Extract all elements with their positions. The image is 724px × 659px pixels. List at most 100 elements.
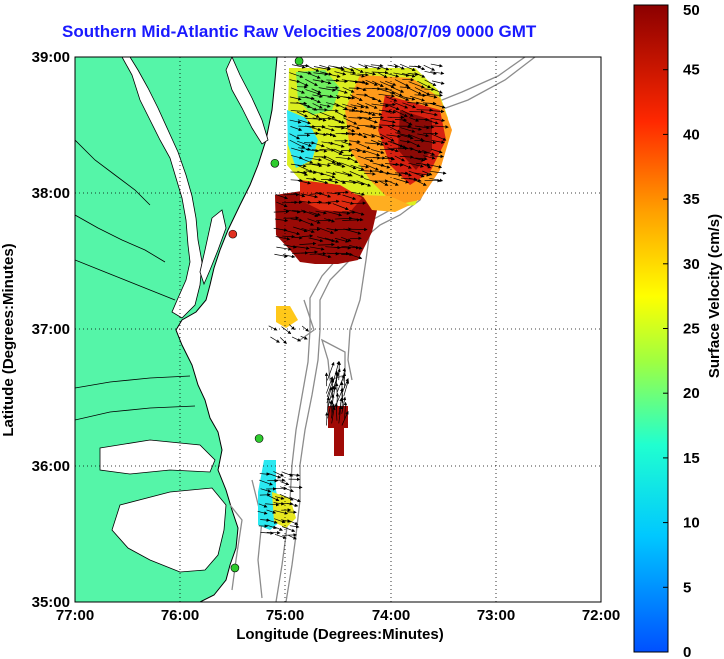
velocity-arrow: [402, 102, 417, 109]
velocity-arrow: [341, 180, 357, 185]
chesapeake-bay: [121, 57, 203, 319]
colorbar-tick-label: 45: [683, 62, 700, 79]
velocity-arrow: [348, 132, 363, 137]
velocity-arrow: [336, 111, 348, 118]
velocity-arrow: [305, 78, 318, 86]
velocity-arrow: [301, 250, 319, 254]
velocity-arrow: [422, 170, 433, 176]
velocity-arrow: [349, 210, 365, 216]
velocity-arrow: [342, 218, 361, 222]
velocity-arrow: [357, 124, 374, 128]
x-tick-label: 73:00: [477, 607, 515, 624]
velocity-arrow: [429, 177, 444, 182]
velocity-arrow: [335, 156, 352, 161]
velocity-arrow: [349, 171, 365, 178]
velocity-arrow: [290, 163, 307, 168]
velocity-arrow: [311, 88, 322, 94]
velocity-arrow: [378, 109, 393, 114]
velocity-arrow: [421, 163, 432, 169]
velocity-arrow: [329, 400, 334, 415]
offshore-patch-darkred-2: [334, 428, 344, 456]
velocity-arrow: [408, 133, 425, 141]
y-tick-label: 35:00: [32, 594, 70, 611]
velocity-arrow: [331, 385, 337, 405]
velocity-arrow: [379, 133, 395, 142]
velocity-arrow: [365, 103, 378, 109]
velocity-arrow: [289, 119, 302, 124]
velocity-arrow: [281, 526, 296, 532]
velocity-arrow: [402, 78, 415, 82]
velocity-arrow: [337, 361, 342, 381]
velocity-arrow: [395, 132, 412, 138]
velocity-arrow: [312, 103, 323, 109]
velocity-arrow: [257, 510, 268, 515]
velocity-arrow: [408, 162, 424, 168]
x-tick-label: 74:00: [372, 607, 410, 624]
velocity-arrow: [424, 118, 439, 125]
velocity-arrow: [299, 200, 312, 204]
velocity-arrow: [308, 211, 321, 217]
velocity-arrow: [401, 172, 412, 177]
velocity-arrow: [324, 218, 335, 223]
velocity-arrow: [319, 64, 331, 70]
velocity-arrow: [364, 94, 376, 101]
velocity-arrow: [399, 85, 411, 90]
velocity-arrow: [430, 148, 443, 154]
velocity-arrow: [279, 337, 287, 345]
velocity-arrow: [342, 103, 358, 110]
velocity-arrow: [384, 179, 399, 186]
velocity-arrow: [258, 503, 268, 508]
velocity-arrow: [306, 177, 317, 181]
velocity-arrow: [274, 253, 288, 258]
velocity-arrow: [307, 200, 323, 204]
velocity-arrow: [414, 65, 426, 71]
velocity-arrow: [385, 173, 403, 177]
colorbar-tick-label: 50: [683, 2, 700, 19]
velocity-arrow: [341, 245, 360, 250]
velocity-arrow: [380, 119, 396, 124]
velocity-arrow: [305, 110, 320, 118]
velocity-arrow: [422, 101, 437, 106]
velocity-arrow: [394, 79, 410, 87]
velocity-arrow: [281, 471, 294, 477]
velocity-arrow: [392, 87, 405, 93]
velocity-arrow: [407, 72, 419, 76]
velocity-arrow: [380, 102, 396, 107]
y-tick-label: 38:00: [32, 185, 70, 202]
velocity-arrow: [325, 132, 337, 138]
velocity-arrow: [408, 170, 425, 178]
velocity-arrow: [292, 192, 306, 198]
albemarle-sound: [99, 439, 216, 475]
river-1: [75, 139, 151, 206]
velocity-arrow: [334, 216, 353, 221]
velocity-arrow: [335, 171, 352, 177]
velocity-arrow: [378, 88, 396, 95]
velocity-arrow: [282, 229, 301, 236]
velocity-arrow: [372, 162, 385, 167]
velocity-arrow: [394, 102, 409, 109]
velocity-arrow: [332, 203, 349, 211]
velocity-arrow: [324, 210, 343, 217]
colorbar-tick-label: 25: [683, 321, 700, 338]
velocity-arrow: [385, 80, 397, 86]
velocity-arrow: [364, 163, 379, 171]
velocity-arrow: [338, 397, 343, 415]
velocity-arrow: [298, 147, 312, 151]
velocity-arrow: [305, 95, 321, 104]
velocity-arrow: [348, 157, 359, 163]
velocity-arrow: [290, 87, 305, 94]
velocity-arrow: [364, 172, 376, 176]
velocity-arrow: [430, 117, 446, 123]
velocity-arrow: [343, 228, 362, 235]
velocity-arrow: [275, 496, 285, 500]
velocity-arrow: [362, 133, 376, 138]
velocity-arrow: [309, 246, 325, 251]
velocity-arrow: [341, 141, 353, 146]
velocity-arrow: [335, 95, 352, 100]
velocity-arrow: [341, 200, 354, 205]
velocity-arrow: [266, 472, 282, 479]
y-tick-label: 37:00: [32, 321, 70, 338]
velocity-arrow: [283, 209, 301, 214]
velocity-arrow: [326, 102, 340, 107]
velocity-arrow: [402, 147, 415, 151]
